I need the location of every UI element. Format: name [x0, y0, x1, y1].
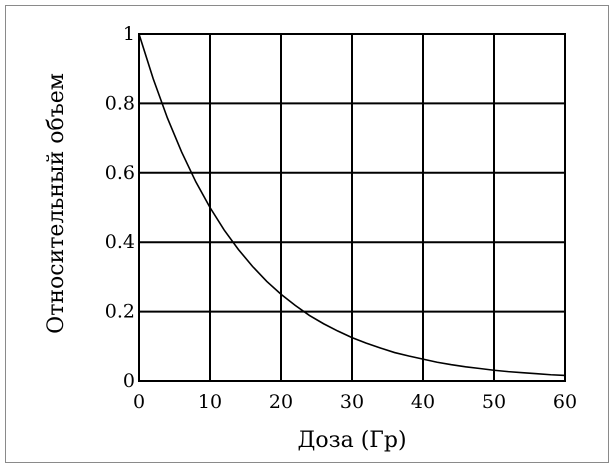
y-tick-label: 0	[123, 370, 135, 392]
x-tick-label: 50	[482, 391, 506, 413]
y-tick-label: 0.6	[105, 162, 135, 184]
y-axis-label: Относительный объем	[44, 73, 69, 334]
y-tick-label: 0.8	[105, 92, 135, 114]
y-tick-label: 0.4	[105, 231, 135, 253]
grid-lines	[138, 33, 566, 382]
x-axis-label: Доза (Гр)	[297, 428, 406, 453]
tick-labels: 0 10 20 30 40 50 60 0 0.2 0.4 0.6 0.8 1	[105, 23, 577, 413]
plot-area-border	[138, 33, 566, 382]
x-tick-label: 40	[411, 391, 435, 413]
x-tick-label: 10	[198, 391, 222, 413]
series-line	[138, 33, 566, 377]
x-tick-label: 30	[340, 391, 364, 413]
y-tick-label: 0.2	[105, 301, 135, 323]
chart-frame: 0 10 20 30 40 50 60 0 0.2 0.4 0.6 0.8 1 Доза (Гр) От…	[5, 5, 609, 463]
y-tick-label: 1	[123, 23, 135, 45]
x-tick-label: 0	[133, 391, 145, 413]
dose-volume-chart: 0 10 20 30 40 50 60 0 0.2 0.4 0.6 0.8 1 Доза (Гр) От…	[44, 23, 577, 453]
x-tick-label: 60	[553, 391, 577, 413]
x-tick-label: 20	[269, 391, 293, 413]
